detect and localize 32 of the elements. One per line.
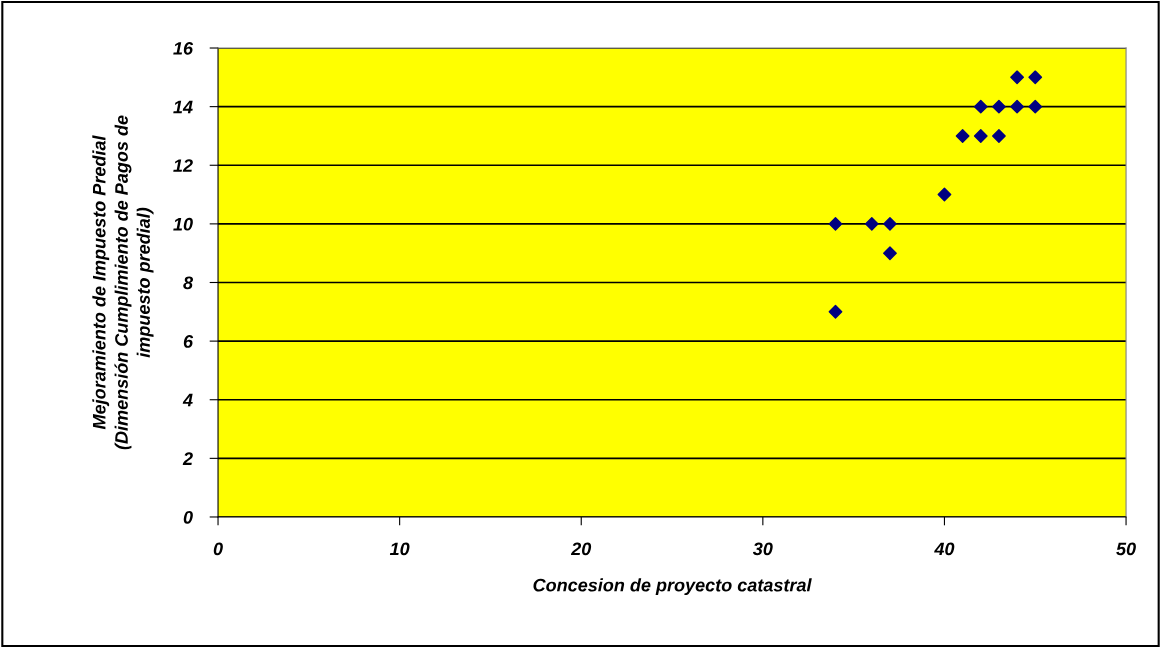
x-axis-title: Concesion de proyecto catastral	[533, 578, 812, 596]
y-tick-label: 16	[173, 41, 194, 55]
y-tick-label: 0	[183, 510, 193, 524]
point	[828, 304, 843, 319]
point	[1010, 70, 1024, 85]
y-tick-label: 10	[173, 217, 193, 231]
point	[1028, 99, 1043, 114]
point	[992, 99, 1006, 114]
point	[864, 216, 879, 231]
y-tick-label: 2	[182, 452, 193, 465]
y-axis-title: Mejoramiento de Impuesto Predial (Dimensión Cumplimiento de Pagos de impuesto predial)	[92, 115, 154, 450]
x-tick-label: 40	[934, 542, 955, 556]
x-tick-label: 50	[1116, 542, 1136, 556]
x-tick-label: 10	[389, 542, 410, 556]
point	[937, 187, 952, 202]
y-tick-label: 12	[173, 159, 193, 172]
point	[883, 246, 897, 261]
point	[955, 129, 970, 143]
y-tick-label: 6	[183, 335, 194, 348]
y-tick-label: 4	[182, 393, 193, 407]
point	[1028, 70, 1043, 85]
point	[973, 99, 988, 114]
x-tick-label: 20	[570, 542, 592, 556]
y-tick-label: 14	[173, 100, 193, 114]
x-tick-label: 30	[752, 542, 773, 556]
point	[1010, 99, 1024, 114]
point	[883, 216, 897, 231]
x-tick-label: 0	[213, 542, 223, 556]
point	[828, 216, 843, 231]
y-tick-label: 8	[183, 276, 194, 290]
point	[973, 129, 988, 143]
point	[992, 129, 1006, 143]
